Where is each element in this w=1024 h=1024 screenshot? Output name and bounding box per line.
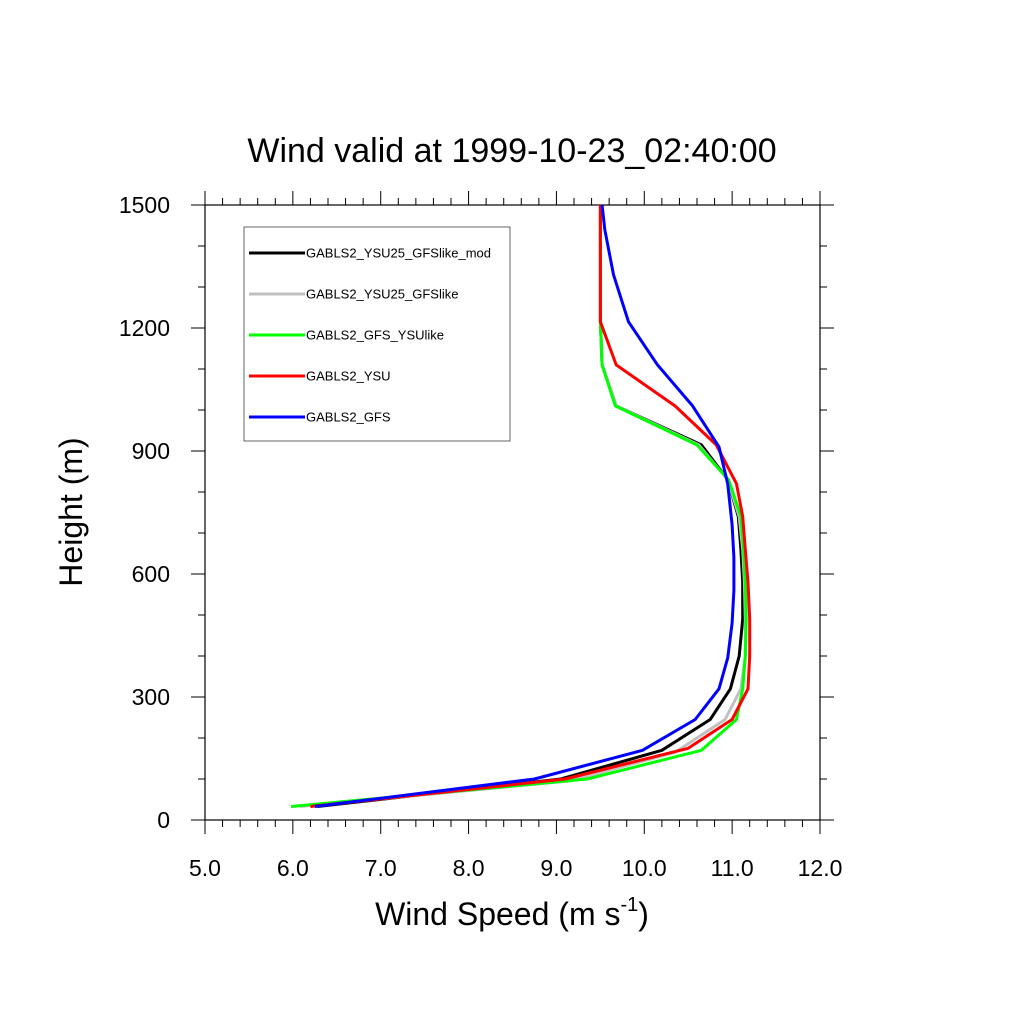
series-lines xyxy=(290,204,752,808)
x-tick-label: 10.0 xyxy=(622,855,667,881)
x-axis-label-main: Wind Speed (m s xyxy=(375,896,620,932)
chart-title: Wind valid at 1999-10-23_02:40:00 xyxy=(247,132,776,170)
series-line-5 xyxy=(314,204,736,808)
y-axis-label: Height (m) xyxy=(53,437,89,586)
y-tick-label: 1500 xyxy=(119,192,170,218)
legend-label: GABLS2_GFS_YSUlike xyxy=(306,328,444,343)
plot-frame xyxy=(204,204,821,821)
x-tick-label: 9.0 xyxy=(540,855,572,881)
series-line-4 xyxy=(310,205,752,808)
x-tick-label: 5.0 xyxy=(189,855,221,881)
legend-items: GABLS2_YSU25_GFSlike_mod GABLS2_YSU25_GFS… xyxy=(249,246,491,425)
y-tick-label: 900 xyxy=(132,438,170,464)
x-tick-label: 12.0 xyxy=(798,855,843,881)
y-tick-label: 300 xyxy=(132,684,170,710)
x-axis-label-close: ) xyxy=(638,896,649,932)
y-tick-label: 0 xyxy=(157,807,170,833)
legend: GABLS2_YSU25_GFSlike_mod GABLS2_YSU25_GFS… xyxy=(243,226,511,442)
axis-ticks xyxy=(191,191,834,834)
x-tick-label: 6.0 xyxy=(277,855,309,881)
legend-label: GABLS2_YSU xyxy=(306,369,391,384)
x-tick-label: 7.0 xyxy=(365,855,397,881)
legend-label: GABLS2_GFS xyxy=(306,410,391,425)
legend-label: GABLS2_YSU25_GFSlike xyxy=(306,287,458,302)
x-tick-label: 8.0 xyxy=(453,855,485,881)
x-axis-label-superscript: -1 xyxy=(620,894,638,916)
x-axis-label: Wind Speed (m s-1) xyxy=(375,894,649,932)
legend-label: GABLS2_YSU25_GFSlike_mod xyxy=(306,246,491,261)
x-tick-label: 11.0 xyxy=(711,855,754,881)
y-tick-label: 600 xyxy=(132,561,170,587)
tick-labels: 5.0 6.0 7.0 8.0 9.0 10.0 11.0 12.0 0 300 600 900 120… xyxy=(119,192,843,881)
y-tick-label: 1200 xyxy=(119,315,170,341)
